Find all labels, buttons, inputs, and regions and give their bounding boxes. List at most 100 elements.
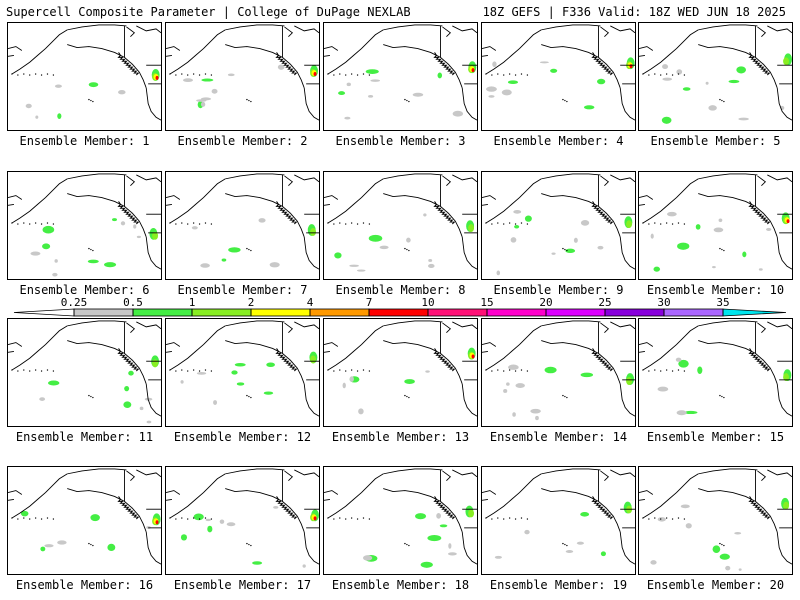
ensemble-member-map[interactable] (7, 466, 162, 575)
scp-shading (313, 516, 317, 521)
scp-shading (207, 525, 213, 533)
scp-shading (87, 259, 99, 264)
scp-shading (719, 553, 730, 560)
ensemble-member-map[interactable] (638, 171, 793, 280)
scp-shading (512, 412, 516, 417)
scp-shading (25, 103, 32, 109)
map-canvas (324, 24, 477, 121)
scp-shading (783, 57, 790, 66)
ensemble-member-map[interactable] (481, 466, 636, 575)
scp-shading (486, 86, 497, 92)
scp-shading (234, 362, 246, 367)
ensemble-member-map[interactable] (7, 318, 162, 427)
colorbar-tick-label: 25 (598, 296, 611, 309)
scp-shading (196, 372, 207, 375)
ensemble-member-map[interactable] (481, 318, 636, 427)
scp-shading (107, 543, 116, 552)
scp-shading (231, 370, 238, 375)
colorbar-segment (191, 308, 252, 317)
scp-shading (128, 370, 134, 376)
scp-shading (576, 541, 584, 545)
scp-shading (580, 512, 590, 517)
scp-shading (492, 61, 497, 68)
ensemble-member-label: Ensemble Member: 20 (646, 578, 785, 592)
colorbar-tick-label: 20 (539, 296, 552, 309)
ensemble-member-map[interactable] (165, 171, 320, 280)
colorbar-segment (427, 308, 488, 317)
ensemble-member-map[interactable] (323, 466, 478, 575)
scp-shading (742, 251, 747, 258)
colorbar-segment (13, 308, 75, 317)
scp-shading (583, 105, 595, 110)
scp-shading (685, 523, 692, 529)
scp-shading (786, 219, 790, 224)
scp-shading (677, 242, 690, 250)
scp-shading (468, 509, 475, 518)
ensemble-member-map[interactable] (323, 22, 478, 131)
scp-shading (310, 228, 317, 236)
ensemble-member-map[interactable] (323, 171, 478, 280)
scp-shading (712, 266, 716, 269)
ensemble-member-label: Ensemble Member: 1 (19, 134, 150, 148)
scp-shading (120, 221, 126, 226)
scp-shading (39, 397, 46, 401)
ensemble-member-map[interactable] (165, 318, 320, 427)
scp-shading (697, 366, 703, 374)
map-canvas (166, 173, 319, 270)
colorbar-tick-label: 35 (716, 296, 729, 309)
scp-shading (44, 544, 54, 548)
scp-shading (277, 64, 285, 70)
scp-shading (152, 359, 159, 368)
ensemble-member-map[interactable] (7, 171, 162, 280)
ensemble-member-map[interactable] (323, 318, 478, 427)
colorbar-segment (309, 308, 370, 317)
ensemble-member-label: Ensemble Member: 13 (331, 430, 470, 444)
scp-shading (544, 366, 557, 374)
ensemble-member-map[interactable] (165, 22, 320, 131)
scp-shading (471, 354, 475, 359)
scp-shading (88, 82, 99, 88)
colorbar-tick-label: 1 (189, 296, 196, 309)
ensemble-member-map[interactable] (165, 466, 320, 575)
scp-shading (358, 408, 364, 415)
scp-shading (356, 269, 366, 272)
scp-shading (228, 247, 241, 253)
ensemble-member-map[interactable] (638, 318, 793, 427)
ensemble-member-map[interactable] (638, 22, 793, 131)
map-canvas (639, 468, 792, 571)
scp-shading (678, 359, 689, 368)
ensemble-member-label: Ensemble Member: 12 (173, 430, 312, 444)
scp-shading (370, 79, 381, 82)
ensemble-member-map[interactable] (7, 22, 162, 131)
scp-shading (448, 543, 452, 549)
scp-shading (54, 84, 62, 88)
scp-shading (123, 401, 132, 409)
scp-shading (252, 561, 263, 565)
scp-shading (196, 99, 207, 102)
scp-shading (676, 410, 687, 416)
scp-shading (35, 115, 39, 119)
ensemble-member-map[interactable] (481, 171, 636, 280)
scp-shading (738, 568, 742, 571)
scp-shading (506, 382, 510, 386)
scp-shading (112, 218, 117, 222)
scp-shading (580, 372, 594, 378)
ensemble-member-label: Ensemble Member: 17 (173, 578, 312, 592)
scp-shading (734, 531, 742, 535)
ensemble-member-label: Ensemble Member: 4 (493, 134, 624, 148)
scp-shading (40, 546, 46, 552)
ensemble-member-map[interactable] (638, 466, 793, 575)
map-canvas (324, 173, 477, 272)
scp-shading (736, 66, 747, 74)
scp-shading (310, 355, 317, 364)
ensemble-member-map[interactable] (481, 22, 636, 131)
map-canvas (639, 320, 792, 417)
scp-shading (20, 510, 29, 517)
scp-shading (180, 534, 188, 541)
scp-shading (349, 376, 354, 382)
scp-shading (219, 519, 225, 524)
scp-shading (425, 370, 430, 373)
scp-shading (510, 237, 517, 243)
scp-shading (524, 529, 530, 535)
scp-shading (524, 215, 532, 222)
